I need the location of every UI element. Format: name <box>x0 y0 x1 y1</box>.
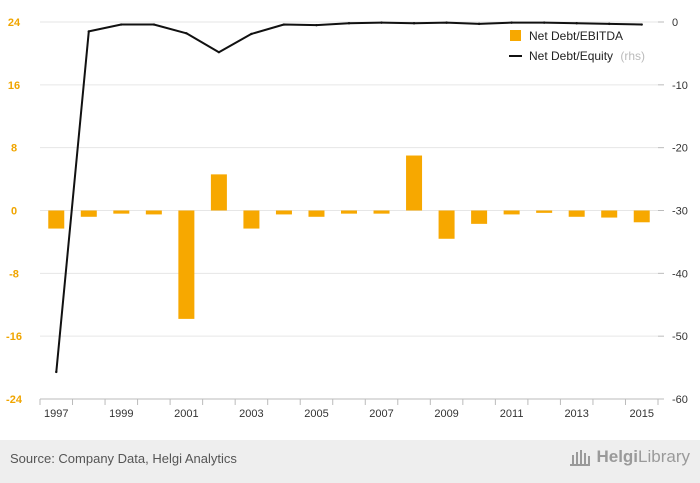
legend-label-net-debt-equity: Net Debt/Equity (rhs) <box>529 49 645 63</box>
line-point-2014 <box>608 22 611 26</box>
right-axis-tick-label: -50 <box>672 331 688 343</box>
x-axis-tick-label: 1997 <box>44 408 68 420</box>
helgi-library-logo[interactable]: HelgiLibrary <box>568 446 690 468</box>
right-axis-ticks: 0 -10 -20 -30 -40 -50 -60 <box>658 17 688 406</box>
bar-2015 <box>633 210 650 223</box>
line-point-2009 <box>445 21 448 24</box>
legend: Net Debt/EBITDA Net Debt/Equity (rhs) <box>509 29 645 63</box>
legend-label-net-debt-equity-name: Net Debt/Equity <box>529 49 613 63</box>
line-point-2012 <box>542 21 546 24</box>
left-axis-tick-label: 16 <box>8 80 20 92</box>
bar-2005 <box>308 210 325 217</box>
bar-2008 <box>406 155 423 211</box>
line-point-2006 <box>347 22 351 25</box>
left-axis-tick-label: 8 <box>11 143 17 155</box>
line-point-2011 <box>510 21 513 24</box>
bar-1998 <box>80 210 97 217</box>
bar-2004 <box>275 210 292 215</box>
left-axis-tick-label: -16 <box>6 331 22 343</box>
line-point-2015 <box>640 23 643 26</box>
line-series-net-debt-equity <box>55 21 643 374</box>
line-point-2007 <box>380 21 383 24</box>
right-axis-tick-label: -10 <box>672 80 688 92</box>
x-axis-tick-label: 2011 <box>500 408 524 420</box>
x-axis: 1997 1999 2001 2003 2005 2007 2009 2011 2013 2015 <box>39 398 659 420</box>
brand-name: HelgiLibrary <box>596 447 690 467</box>
legend-label-net-debt-ebitda: Net Debt/EBITDA <box>529 29 623 43</box>
bar-2013 <box>568 210 585 217</box>
bar-1997 <box>48 210 65 229</box>
line-net-debt-equity <box>55 21 642 373</box>
line-point-2001 <box>185 32 188 35</box>
left-axis-tick-label: -8 <box>9 268 19 280</box>
bar-2002 <box>210 174 227 211</box>
right-axis-tick-label: -30 <box>672 206 688 218</box>
bar-2000 <box>145 210 162 215</box>
bar-2012 <box>536 210 553 213</box>
bar-2001 <box>178 210 195 319</box>
x-axis-tick-label: 2009 <box>434 408 458 420</box>
line-point-2000 <box>152 23 156 26</box>
line-point-2010 <box>477 22 481 26</box>
bar-2011 <box>503 210 520 215</box>
line-point-2003 <box>250 32 253 36</box>
bar-2003 <box>243 210 260 229</box>
right-axis-tick-label: -40 <box>672 268 688 280</box>
legend-swatch-net-debt-ebitda <box>510 30 521 41</box>
line-point-2002 <box>217 50 221 54</box>
bar-2010 <box>471 210 488 224</box>
brand-name-suffix: Library <box>638 447 690 466</box>
legend-label-rhs: (rhs) <box>620 49 645 63</box>
bar-1999 <box>113 210 130 214</box>
left-axis-tick-label: -24 <box>6 394 23 406</box>
right-axis-tick-label: 0 <box>672 17 678 29</box>
x-axis-tick-label: 2003 <box>239 408 263 420</box>
line-point-2004 <box>282 23 286 26</box>
line-point-2005 <box>315 23 318 27</box>
line-point-1999 <box>120 23 123 26</box>
bar-2014 <box>601 210 618 218</box>
left-axis-ticks: 24 16 8 0 -8 -16 -24 <box>6 17 23 406</box>
x-axis-tick-label: 2015 <box>629 408 653 420</box>
line-point-1998 <box>87 30 90 33</box>
footer-band <box>0 440 700 483</box>
left-axis-tick-label: 0 <box>11 206 17 218</box>
bar-2006 <box>341 210 357 214</box>
library-building-icon <box>570 450 591 466</box>
line-point-2008 <box>412 22 416 25</box>
x-axis-tick-label: 2013 <box>564 408 588 420</box>
bar-series-net-debt-ebitda <box>48 155 650 319</box>
bar-2009 <box>438 210 455 239</box>
line-point-1997 <box>55 370 58 374</box>
brand-name-prefix: Helgi <box>596 447 639 466</box>
right-axis-tick-label: -60 <box>672 394 688 406</box>
x-axis-tick-label: 2001 <box>174 408 198 420</box>
left-axis-tick-label: 24 <box>8 17 21 29</box>
x-axis-tick-label: 1999 <box>109 408 133 420</box>
right-axis-tick-label: -20 <box>672 143 688 155</box>
bar-2007 <box>373 210 390 214</box>
x-axis-tick-label: 2007 <box>369 408 393 420</box>
source-note: Source: Company Data, Helgi Analytics <box>10 451 237 466</box>
x-axis-tick-label: 2005 <box>304 408 328 420</box>
line-point-2013 <box>575 22 578 25</box>
